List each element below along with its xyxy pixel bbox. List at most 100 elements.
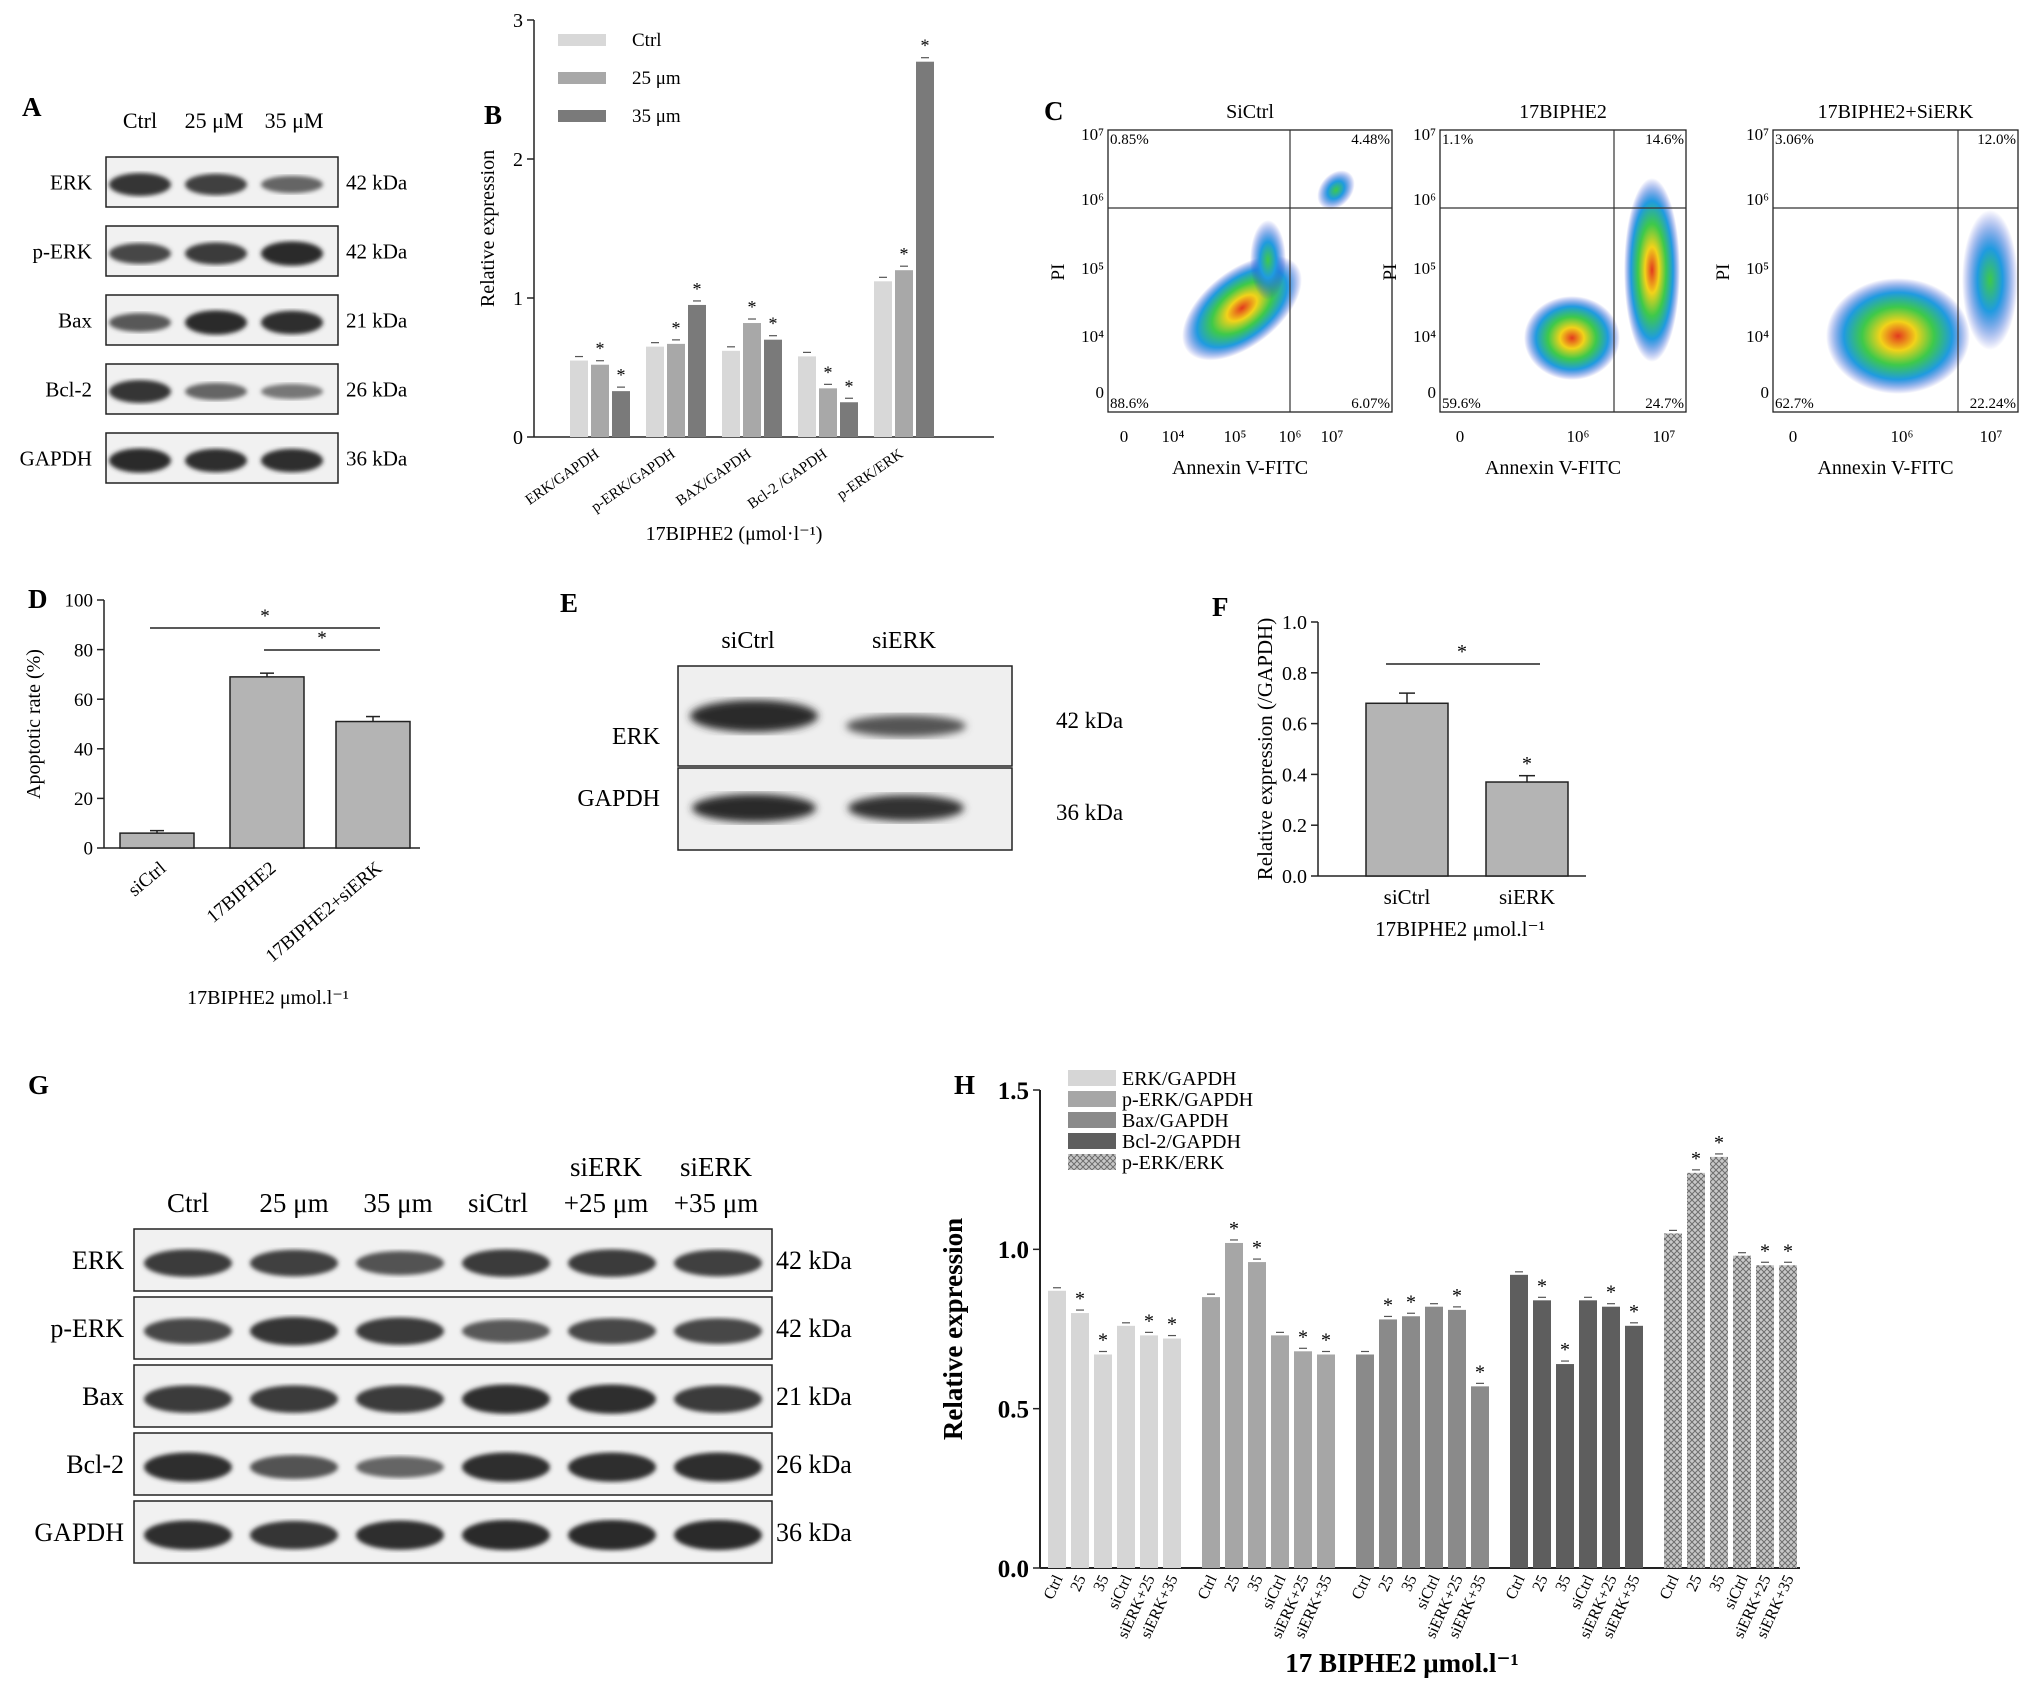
panel-h-bar	[1402, 1316, 1420, 1568]
panel-h-category-label: 25	[1529, 1573, 1551, 1595]
panel-f-category-label: siERK	[1499, 885, 1555, 909]
panel-g-band	[356, 1520, 444, 1550]
panel-e-row-label: ERK	[612, 724, 661, 750]
panel-h-bar	[1140, 1335, 1158, 1568]
panel-d-bar	[229, 676, 305, 849]
panel-g-band	[144, 1318, 232, 1344]
panel-b-sig-marker: *	[693, 279, 702, 299]
panel-h-bar	[1202, 1297, 1220, 1568]
panel-h-sig-marker: *	[1144, 1310, 1154, 1332]
panel-b-legend-swatch	[558, 72, 606, 84]
panel-h-sig-marker: *	[1098, 1329, 1108, 1351]
panel-h-sig-marker: *	[1406, 1291, 1416, 1313]
panel-h-bar	[1163, 1338, 1181, 1568]
panel-h-sig-marker: *	[1229, 1218, 1239, 1240]
panel-c-plot-1-frame	[1107, 129, 1393, 413]
panel-g-band	[250, 1385, 338, 1413]
panel-b-bar	[798, 356, 816, 437]
panel-g-blot-frame	[133, 1500, 773, 1564]
panel-c-plot-1-quadrant-ll: 88.6%	[1110, 396, 1149, 412]
panel-a-band	[261, 383, 323, 400]
panel-g-kda-label: 42 kDa	[776, 1246, 852, 1275]
panel-b-sig-marker: *	[672, 318, 681, 338]
panel-h-legend-label: Bax/GAPDH	[1122, 1110, 1229, 1132]
panel-c-plot-2-y-tick-label: 10⁷	[1413, 125, 1436, 144]
panel-b-legend-label: 25 μm	[632, 68, 681, 89]
panel-h-sig-marker: *	[1560, 1339, 1570, 1361]
panel-h-bar	[1448, 1309, 1466, 1568]
panel-b-bar	[743, 323, 761, 437]
panel-g-lane-label: 35 μm	[363, 1188, 432, 1218]
panel-c-plot-2-y-tick-label: 10⁴	[1413, 327, 1436, 346]
panel-c-plot-2-x-tick-label: 10⁶	[1567, 427, 1590, 446]
panel-a-band	[261, 175, 323, 194]
panel-f-y-tick-label: 0.0	[1282, 866, 1307, 888]
panel-a-band	[109, 313, 171, 332]
panel-letter-F: F	[1212, 592, 1229, 622]
panel-g-western-blot: Ctrl 25 μm 35 μm siCtrl siERK +25 μm siERK +35 …	[34, 1152, 852, 1564]
panel-h-sig-marker: *	[1321, 1329, 1331, 1351]
panel-c-plot-1-density-late	[1317, 170, 1355, 210]
panel-a-band	[109, 448, 171, 473]
panel-h-bar	[1379, 1319, 1397, 1568]
panel-h-category-label: 35	[1552, 1573, 1574, 1595]
panel-b-sig-marker: *	[824, 362, 833, 382]
panel-b-bar	[570, 360, 588, 437]
panel-a-band	[109, 243, 171, 264]
panel-g-blot-frame	[133, 1296, 773, 1360]
panel-b-bar	[819, 388, 837, 437]
panel-b-sig-marker: *	[845, 376, 854, 396]
panel-h-category-label: 35	[1090, 1573, 1112, 1595]
panel-e-kda-label: 42 kDa	[1056, 708, 1123, 733]
panel-d-bar-chart: 0 20 40 60 80 100 Apoptotic rate (%) 17BIPHE2 μ…	[23, 591, 420, 1009]
panel-letter-C: C	[1044, 96, 1064, 126]
panel-d-bar	[119, 832, 195, 849]
panel-a-row-label: p-ERK	[33, 239, 93, 263]
panel-c-plot-2-y-tick-label: 10⁶	[1413, 190, 1436, 209]
panel-h-y-tick-label: 0.0	[998, 1556, 1029, 1583]
panel-a-kda-label: 42 kDa	[346, 170, 408, 194]
panel-h-category-label: 35	[1706, 1573, 1728, 1595]
panel-h-bar	[1579, 1300, 1597, 1568]
panel-h-sig-marker: *	[1606, 1282, 1616, 1304]
panel-h-legend-label: ERK/GAPDH	[1122, 1068, 1236, 1090]
panel-h-sig-marker: *	[1691, 1148, 1701, 1170]
panel-f-bar	[1485, 781, 1569, 877]
panel-e-band	[846, 715, 966, 737]
panel-e-lane-label: siCtrl	[721, 628, 775, 654]
panel-c-plot-1-y-tick-label: 10⁵	[1081, 259, 1104, 278]
panel-a-band	[185, 310, 247, 335]
panel-h-sig-marker: *	[1629, 1301, 1639, 1323]
panel-h-bar	[1471, 1386, 1489, 1568]
panel-d-y-tick-label: 60	[74, 690, 93, 711]
panel-b-bar-chart: 0 1 2 3 Relative expression 17BIPHE2 (μmol·l⁻…	[477, 10, 994, 545]
panel-h-bar	[1556, 1364, 1574, 1568]
panel-b-bar	[916, 61, 934, 437]
panel-b-x-axis-label: 17BIPHE2 (μmol·l⁻¹)	[646, 523, 823, 545]
panel-c-plot-3-y-axis-label: PI	[1713, 264, 1734, 281]
panel-f-sig-marker: *	[1522, 753, 1532, 775]
panel-h-bar	[1687, 1172, 1705, 1568]
panel-g-band	[674, 1452, 762, 1482]
panel-g-band	[674, 1520, 762, 1551]
panel-h-category-label: Ctrl	[1349, 1572, 1375, 1602]
panel-h-legend-label: p-ERK/GAPDH	[1122, 1089, 1253, 1111]
panel-c-flow-cytometry: SiCtrl 0.85% 4.48% 88.6% 6.07% 10⁷ 10⁶ 10⁵ 10⁴ 0 0…	[1048, 101, 2019, 479]
panel-a-band	[185, 448, 247, 473]
panel-a-band	[261, 241, 323, 266]
panel-g-band	[674, 1249, 762, 1277]
panel-c-plot-2-y-tick-label: 0	[1428, 383, 1437, 402]
panel-c-plot-3-x-tick-label: 10⁶	[1891, 427, 1914, 446]
panel-d-bar	[335, 720, 411, 849]
panel-g-band	[462, 1319, 550, 1343]
panel-c-plot-2-x-tick-label: 0	[1456, 427, 1465, 446]
panel-h-bar	[1071, 1313, 1089, 1568]
panel-d-y-tick-label: 40	[74, 739, 93, 760]
panel-h-category-label: 25	[1067, 1573, 1089, 1595]
panel-g-band	[674, 1385, 762, 1413]
panel-g-band	[144, 1452, 232, 1482]
panel-c-plot-1-quadrant-lr: 6.07%	[1351, 396, 1390, 412]
panel-a-kda-label: 21 kDa	[346, 308, 408, 332]
